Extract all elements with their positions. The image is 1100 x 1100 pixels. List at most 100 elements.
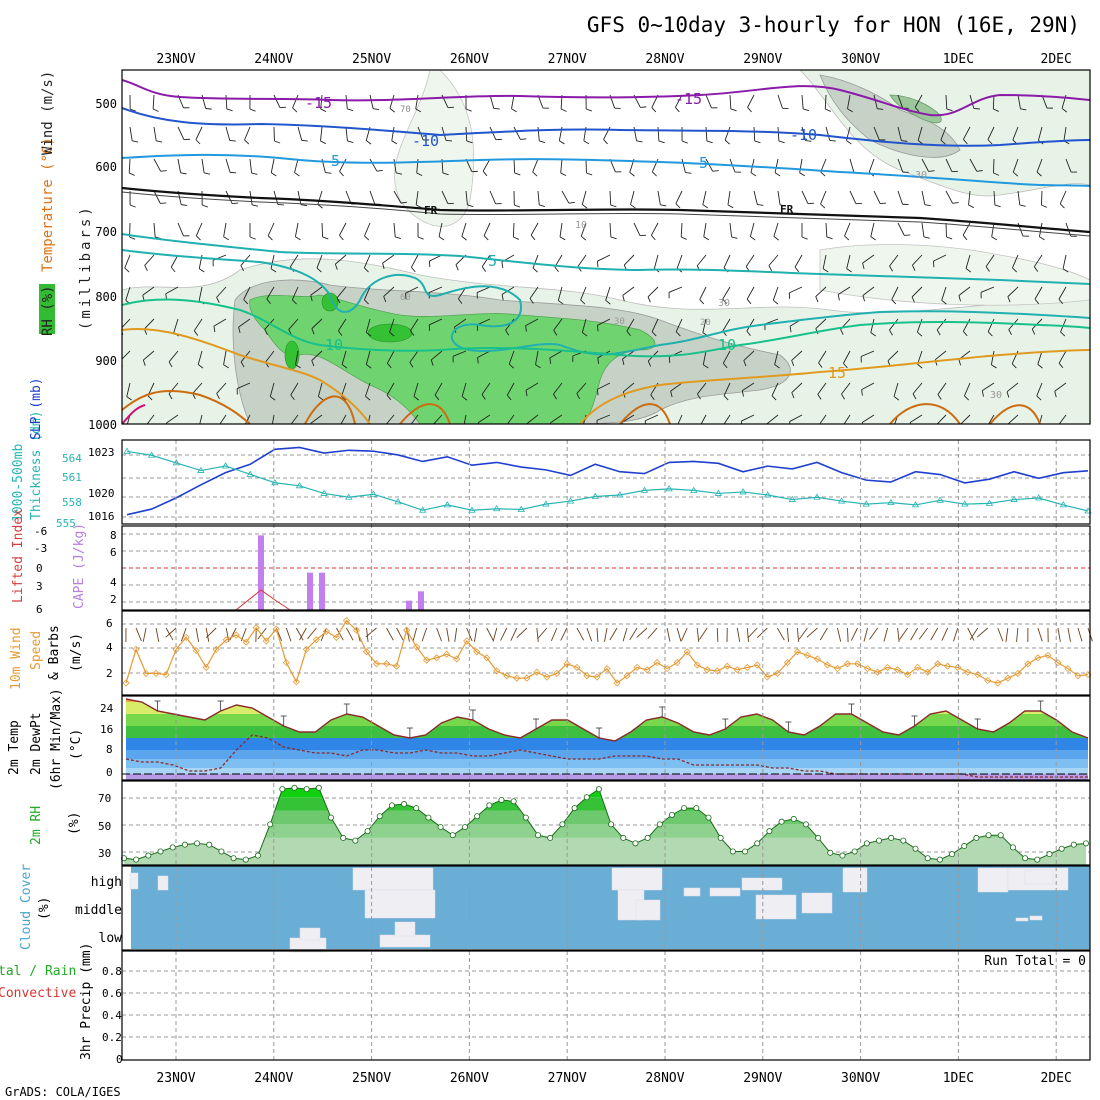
wind-barb bbox=[889, 254, 899, 267]
wind-barb bbox=[393, 222, 396, 237]
wind-speed-point bbox=[974, 671, 982, 679]
isotherm-20 bbox=[122, 389, 1041, 424]
wind-barb-flag bbox=[244, 139, 250, 145]
thickness-point bbox=[591, 492, 599, 499]
wind-barb-flag bbox=[917, 331, 923, 337]
isotherm-minus15 bbox=[122, 79, 1090, 117]
wind-barb-flag bbox=[170, 266, 176, 273]
wind-barb-flag bbox=[511, 108, 517, 113]
wind-barb bbox=[365, 382, 371, 397]
wind-barb bbox=[825, 222, 828, 238]
rh-point bbox=[742, 848, 749, 855]
wind-barb-flag bbox=[334, 263, 338, 270]
wind-barb-flag bbox=[1036, 171, 1042, 177]
wind-barb bbox=[777, 94, 783, 109]
wind-barb-flag bbox=[741, 390, 744, 397]
wind-barb bbox=[937, 382, 947, 395]
wind-barb-flag bbox=[1059, 203, 1065, 209]
wind-barb-flag bbox=[1039, 236, 1045, 241]
wind-speed-point bbox=[693, 661, 701, 669]
wind-barb-flag bbox=[1006, 391, 1010, 398]
wind-barb bbox=[195, 627, 200, 642]
wind-barb bbox=[393, 158, 397, 173]
cloud-level-middle: middle bbox=[75, 903, 122, 918]
wind-barb bbox=[192, 382, 203, 394]
wind-barb-flag bbox=[658, 140, 665, 144]
wind-barb-flag bbox=[1033, 266, 1039, 272]
wind-barb bbox=[500, 627, 508, 641]
wind-barb bbox=[153, 222, 156, 237]
wind-barb bbox=[142, 286, 155, 296]
wind-barb bbox=[897, 222, 905, 236]
wind-barb-flag bbox=[311, 360, 315, 367]
wind-barb bbox=[525, 318, 539, 327]
cloud-block bbox=[842, 867, 868, 893]
rh-point bbox=[912, 845, 919, 852]
wind-barb bbox=[152, 94, 155, 110]
rh-point bbox=[315, 784, 322, 791]
rh2m-axis: 70 50 30 2m RH (%) bbox=[29, 792, 111, 860]
rh-point bbox=[851, 848, 858, 855]
rh-tick: 50 bbox=[98, 820, 111, 833]
wind-tick: 2 bbox=[106, 667, 113, 680]
wind-axis: 6 4 2 10m Wind Speed & Barbs (m/s) bbox=[9, 617, 113, 690]
wind-barb bbox=[699, 627, 708, 640]
wind-speed-point bbox=[372, 660, 381, 668]
rh-point bbox=[133, 856, 140, 863]
wind-barb-flag bbox=[936, 329, 941, 336]
wind-barb-flag bbox=[622, 358, 625, 365]
thickness-point bbox=[813, 493, 821, 500]
wind-barb-flag bbox=[702, 204, 709, 209]
wind-barb-flag bbox=[697, 393, 701, 400]
wind-barb-flag bbox=[1062, 268, 1069, 273]
wind-barb-flag bbox=[847, 108, 853, 113]
wind-barb-flag bbox=[1020, 108, 1027, 111]
wind-barb-flag bbox=[493, 108, 500, 110]
isotherm-fr bbox=[122, 186, 1090, 234]
thickness-point bbox=[221, 462, 230, 469]
wind-barb bbox=[897, 627, 900, 642]
wind-speed-point bbox=[613, 679, 621, 687]
wind-barb bbox=[847, 627, 849, 643]
cape-panel bbox=[122, 533, 1090, 611]
wind-barb bbox=[477, 350, 491, 358]
thickness-point bbox=[320, 489, 328, 496]
wind-barb-flag bbox=[703, 236, 710, 241]
precip-panel bbox=[122, 970, 1090, 1038]
wind-barb bbox=[225, 158, 231, 173]
wind-barb-flag bbox=[597, 261, 599, 268]
wind-barb-flag bbox=[652, 171, 657, 177]
wind-barb-flag bbox=[292, 107, 298, 113]
wind-speed-point bbox=[984, 677, 992, 685]
wind-barb bbox=[771, 382, 779, 396]
temp-band bbox=[126, 726, 1088, 738]
cloud-block bbox=[299, 927, 321, 941]
wind-barb bbox=[597, 382, 611, 390]
wind-speed-point bbox=[673, 659, 681, 667]
wind-barb bbox=[229, 627, 237, 641]
rh-point bbox=[388, 802, 395, 809]
contour-label: 10 bbox=[718, 336, 736, 354]
wind-barb-flag bbox=[1019, 204, 1026, 207]
wind-barb bbox=[863, 627, 868, 642]
wind-barb-flag bbox=[985, 266, 990, 272]
wind-barb-flag bbox=[582, 332, 588, 337]
wind-barb bbox=[476, 286, 491, 293]
wind-barb bbox=[477, 318, 491, 326]
wind-barb bbox=[345, 126, 348, 141]
rh-point bbox=[644, 834, 651, 841]
wind-barb-flag bbox=[386, 394, 392, 401]
wind-barb bbox=[1058, 414, 1067, 424]
wind-barb bbox=[1057, 627, 1061, 642]
wind-barb bbox=[846, 254, 851, 269]
cape-tick: 4 bbox=[110, 576, 117, 589]
wind-barb-flag bbox=[963, 139, 968, 145]
wind-barb bbox=[849, 158, 855, 173]
precip-tick: 0.8 bbox=[102, 965, 122, 978]
thickness-point bbox=[394, 498, 402, 505]
wind-barb bbox=[969, 94, 975, 109]
contour-label: -10 bbox=[790, 126, 817, 144]
wind-barb-flag bbox=[465, 108, 472, 112]
rh-point bbox=[181, 841, 188, 848]
wind-barb-flag bbox=[842, 427, 846, 432]
